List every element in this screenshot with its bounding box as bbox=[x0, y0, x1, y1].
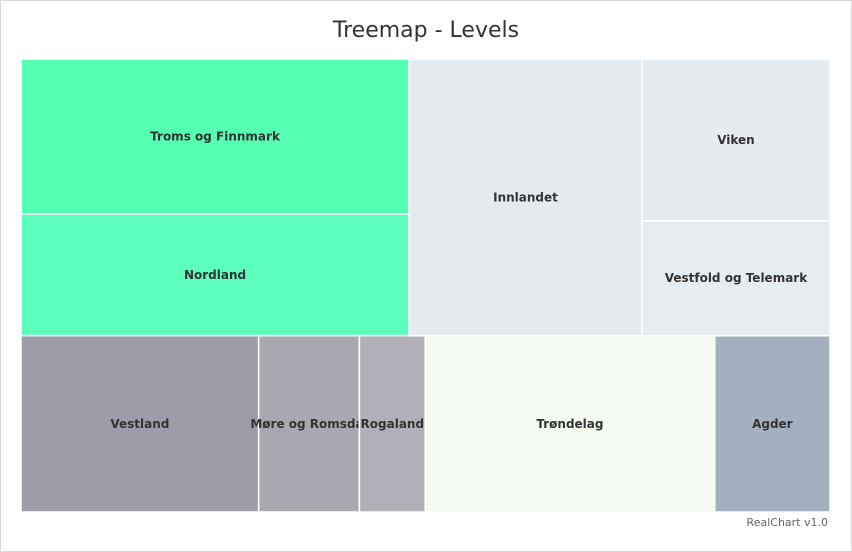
treemap-cell-label: Nordland bbox=[184, 268, 246, 282]
treemap-cell[interactable] bbox=[358, 334, 426, 513]
treemap-cell-label: Viken bbox=[717, 133, 755, 147]
treemap-cell-label: Trøndelag bbox=[536, 417, 603, 431]
treemap-cell[interactable] bbox=[20, 58, 410, 215]
treemap-cell[interactable] bbox=[408, 58, 643, 337]
treemap-cell[interactable] bbox=[424, 334, 716, 513]
treemap-cell-label: Agder bbox=[752, 417, 793, 431]
treemap-cell[interactable] bbox=[20, 334, 260, 513]
treemap-cell[interactable] bbox=[257, 334, 361, 513]
treemap-cell-label: Vestland bbox=[110, 417, 169, 431]
treemap-cell[interactable] bbox=[641, 220, 831, 337]
treemap-cell-label: Rogaland bbox=[361, 417, 425, 431]
treemap-cell-label: Møre og Romsdal bbox=[250, 417, 367, 431]
treemap-cell-label: Vestfold og Telemark bbox=[665, 271, 809, 285]
treemap-cell[interactable] bbox=[713, 334, 831, 513]
treemap-cell[interactable] bbox=[20, 213, 410, 337]
treemap-cell[interactable] bbox=[641, 58, 831, 222]
treemap-cell-label: Troms og Finnmark bbox=[150, 130, 281, 144]
chart-title: Treemap - Levels bbox=[332, 18, 520, 43]
treemap-cell-label: Innlandet bbox=[493, 190, 558, 204]
credit-label: RealChart v1.0 bbox=[746, 516, 828, 529]
